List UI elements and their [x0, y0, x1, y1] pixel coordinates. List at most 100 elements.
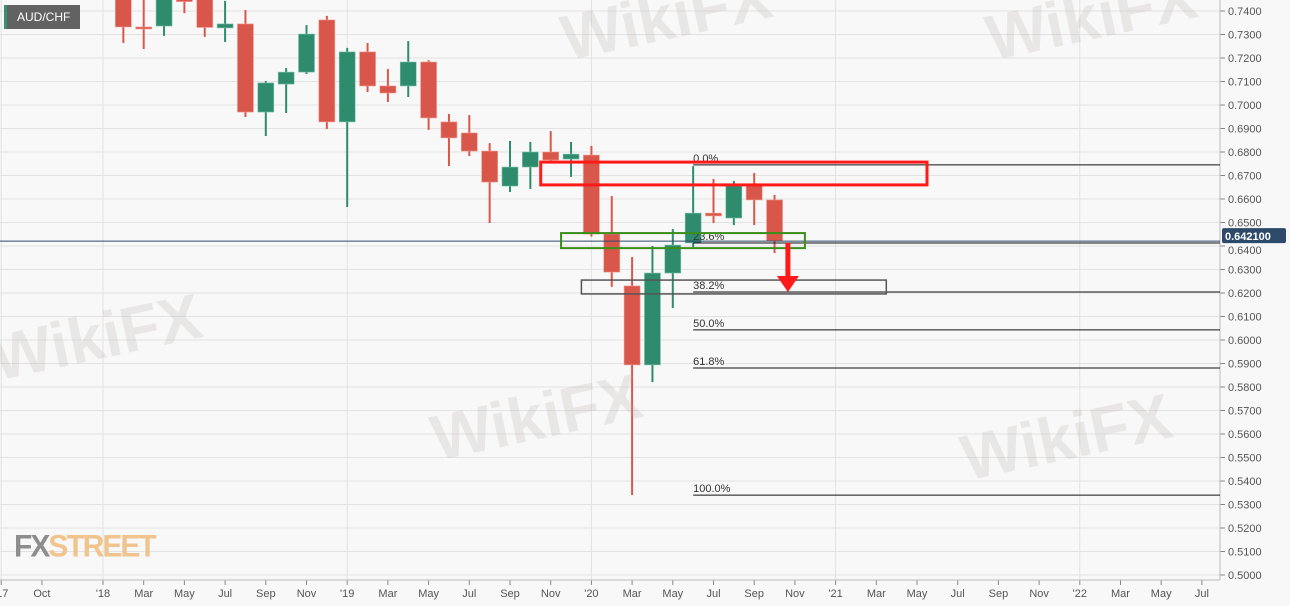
y-tick-label: 0.6700: [1228, 171, 1262, 183]
candle-body: [501, 166, 519, 187]
candle-body: [481, 150, 498, 183]
candle-body: [237, 23, 254, 113]
y-tick-label: 0.5900: [1228, 359, 1262, 371]
candle-body: [644, 272, 661, 366]
candle-body: [257, 82, 275, 113]
x-tick-label: Oct: [33, 588, 50, 600]
y-tick-label: 0.6200: [1228, 288, 1262, 300]
resistance-box: [539, 160, 929, 187]
x-tick-label: May: [418, 588, 439, 600]
current-price-badge: [1222, 228, 1286, 244]
y-tick-label: 0.7400: [1228, 6, 1262, 18]
candle-body: [420, 61, 437, 119]
candle-body: [460, 132, 478, 152]
y-tick-label: 0.5600: [1228, 429, 1262, 441]
candle-body: [522, 151, 539, 168]
candle-body: [725, 183, 743, 219]
x-tick-label: '17: [0, 588, 8, 600]
down-arrow-head: [776, 276, 799, 293]
fxstreet-logo: FXSTREET: [14, 529, 157, 564]
x-tick-label: Mar: [134, 588, 153, 600]
y-tick-label: 0.5500: [1228, 453, 1262, 465]
y-tick-label: 0.6900: [1228, 124, 1262, 136]
x-tick-label: Nov: [785, 588, 805, 600]
x-tick-label: Sep: [989, 588, 1009, 600]
y-tick-label: 0.6000: [1228, 335, 1262, 347]
x-tick-label: May: [662, 588, 683, 600]
fib-level-label: 38.2%: [693, 280, 724, 292]
y-tick-label: 0.5700: [1228, 406, 1262, 418]
candle-body: [155, 0, 173, 27]
current-price-label: 0.642100: [1225, 231, 1271, 243]
y-tick-label: 0.6100: [1228, 312, 1262, 324]
x-tick-label: Nov: [297, 588, 317, 600]
candle-body: [216, 23, 234, 29]
candle-body: [277, 71, 295, 85]
x-tick-label: Jul: [462, 588, 476, 600]
candle-body: [379, 85, 397, 94]
x-tick-label: Jul: [706, 588, 720, 600]
candle-body: [338, 51, 356, 123]
y-tick-label: 0.6300: [1228, 265, 1262, 277]
y-tick-label: 0.5800: [1228, 382, 1262, 394]
symbol-label: AUD/CHF: [4, 5, 81, 29]
x-tick-label: Mar: [867, 588, 886, 600]
y-tick-label: 0.7100: [1228, 77, 1262, 89]
candle-body: [440, 121, 458, 139]
candle-body: [359, 51, 376, 87]
x-tick-label: Sep: [744, 588, 764, 600]
candle-body: [298, 33, 315, 73]
x-tick-label: '22: [1073, 588, 1087, 600]
x-tick-label: Jul: [1195, 588, 1209, 600]
y-tick-label: 0.5400: [1228, 476, 1262, 488]
y-tick-label: 0.7300: [1228, 30, 1262, 42]
x-tick-label: May: [1151, 588, 1172, 600]
y-tick-label: 0.6500: [1228, 218, 1262, 230]
x-tick-label: '20: [584, 588, 598, 600]
y-tick-label: 0.7000: [1228, 100, 1262, 112]
candle-body: [399, 61, 417, 87]
x-tick-label: '19: [340, 588, 354, 600]
target-box: [580, 279, 888, 295]
y-tick-label: 0.6600: [1228, 194, 1262, 206]
candle-body: [542, 151, 560, 161]
y-tick-label: 0.6400: [1228, 245, 1262, 257]
candle-body: [176, 0, 193, 2]
x-tick-label: May: [174, 588, 195, 600]
x-tick-label: Jul: [951, 588, 965, 600]
candle-body: [766, 199, 783, 242]
candle-body: [115, 0, 132, 28]
y-tick-label: 0.5100: [1228, 547, 1262, 559]
fib-level-label: 50.0%: [693, 318, 724, 330]
candle-body: [623, 285, 641, 366]
plot-area: [0, 0, 1220, 580]
y-tick-label: 0.5000: [1228, 570, 1262, 582]
x-tick-label: Mar: [1111, 588, 1130, 600]
candle-body: [196, 0, 214, 28]
candle-body: [664, 244, 682, 274]
x-tick-label: Nov: [1029, 588, 1049, 600]
x-tick-label: Sep: [256, 588, 276, 600]
x-tick-label: Jul: [218, 588, 232, 600]
x-tick-label: Nov: [541, 588, 561, 600]
candle-body: [705, 212, 722, 217]
x-tick-label: May: [907, 588, 928, 600]
candle-body: [603, 233, 621, 273]
y-tick-label: 0.6800: [1228, 147, 1262, 159]
fib-level-label: 61.8%: [693, 356, 724, 368]
y-tick-label: 0.5200: [1228, 523, 1262, 535]
candle-body: [135, 26, 152, 30]
x-tick-label: Mar: [378, 588, 397, 600]
y-tick-label: 0.5300: [1228, 500, 1262, 512]
candle-body: [583, 154, 600, 235]
x-tick-label: '21: [828, 588, 842, 600]
candle-body: [318, 19, 336, 123]
x-tick-label: Sep: [500, 588, 520, 600]
support-box: [560, 232, 806, 250]
fib-level-label: 100.0%: [693, 483, 731, 495]
x-tick-label: '18: [96, 588, 110, 600]
x-tick-label: Mar: [623, 588, 642, 600]
candle-body: [562, 153, 580, 160]
y-tick-label: 0.7200: [1228, 53, 1262, 65]
